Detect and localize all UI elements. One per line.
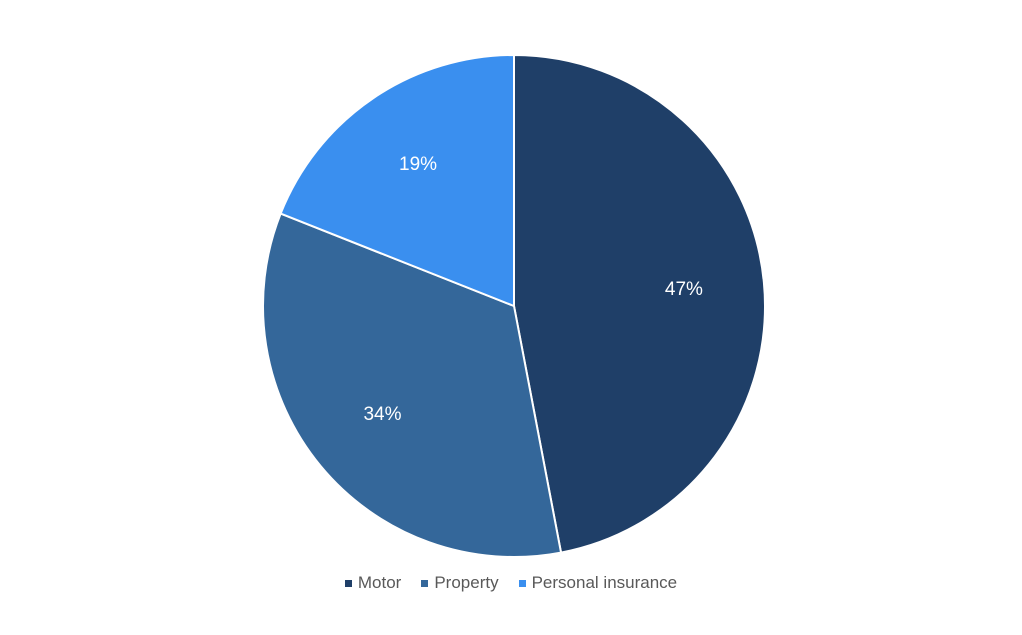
pie-label-motor: 47% — [665, 279, 703, 300]
legend-swatch-motor — [344, 579, 352, 587]
legend-item-personal-insurance[interactable]: Personal insurance — [518, 573, 678, 593]
legend-swatch-property — [421, 579, 429, 587]
legend-label-personal-insurance: Personal insurance — [531, 573, 678, 592]
legend-label-property: Property — [434, 573, 499, 592]
pie-label-personal-insurance: 19% — [399, 154, 437, 175]
legend: Motor Property Personal insurance — [0, 573, 1022, 593]
legend-label-motor: Motor — [357, 573, 402, 592]
legend-item-property[interactable]: Property — [421, 573, 499, 593]
pie-slice-motor[interactable] — [513, 53, 766, 554]
legend-swatch-personal-insurance — [518, 579, 526, 587]
legend-item-motor[interactable]: Motor — [344, 573, 402, 593]
pie-label-property: 34% — [363, 404, 401, 425]
pie-slice-property[interactable] — [262, 212, 563, 558]
pie-labels: 47% 34% 19% — [363, 154, 703, 425]
pie-slices — [262, 53, 766, 558]
pie-slice-personal-insurance[interactable] — [279, 53, 515, 308]
